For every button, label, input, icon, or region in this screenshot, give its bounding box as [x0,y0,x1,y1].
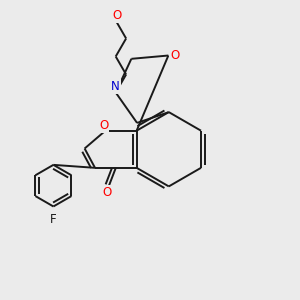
Text: O: O [102,186,112,199]
Text: N: N [111,80,120,93]
Text: O: O [99,119,109,132]
Text: F: F [50,213,57,226]
Text: O: O [170,49,179,62]
Text: O: O [112,9,122,22]
